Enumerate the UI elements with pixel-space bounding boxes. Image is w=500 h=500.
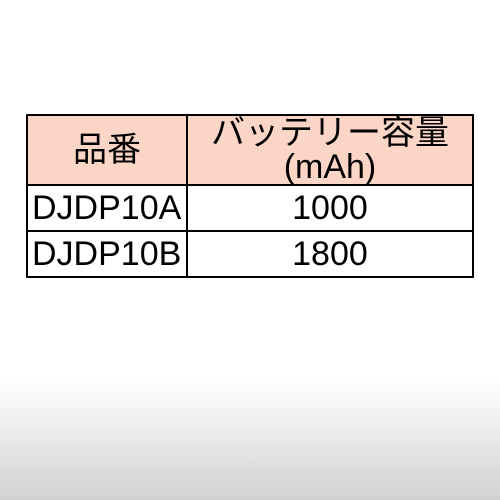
spec-table-container: 品番 バッテリー容量(mAh) DJDP10A 1000 DJDP10B 180…	[26, 114, 474, 278]
cell-model: DJDP10B	[27, 231, 187, 277]
spec-table: 品番 バッテリー容量(mAh) DJDP10A 1000 DJDP10B 180…	[26, 114, 474, 278]
cell-model: DJDP10A	[27, 185, 187, 231]
canvas: 品番 バッテリー容量(mAh) DJDP10A 1000 DJDP10B 180…	[0, 0, 500, 500]
table-row: DJDP10B 1800	[27, 231, 473, 277]
bottom-shadow	[0, 380, 500, 500]
table-row: DJDP10A 1000	[27, 185, 473, 231]
header-capacity: バッテリー容量(mAh)	[187, 115, 473, 185]
cell-capacity: 1000	[187, 185, 473, 231]
header-model: 品番	[27, 115, 187, 185]
table-header-row: 品番 バッテリー容量(mAh)	[27, 115, 473, 185]
cell-capacity: 1800	[187, 231, 473, 277]
